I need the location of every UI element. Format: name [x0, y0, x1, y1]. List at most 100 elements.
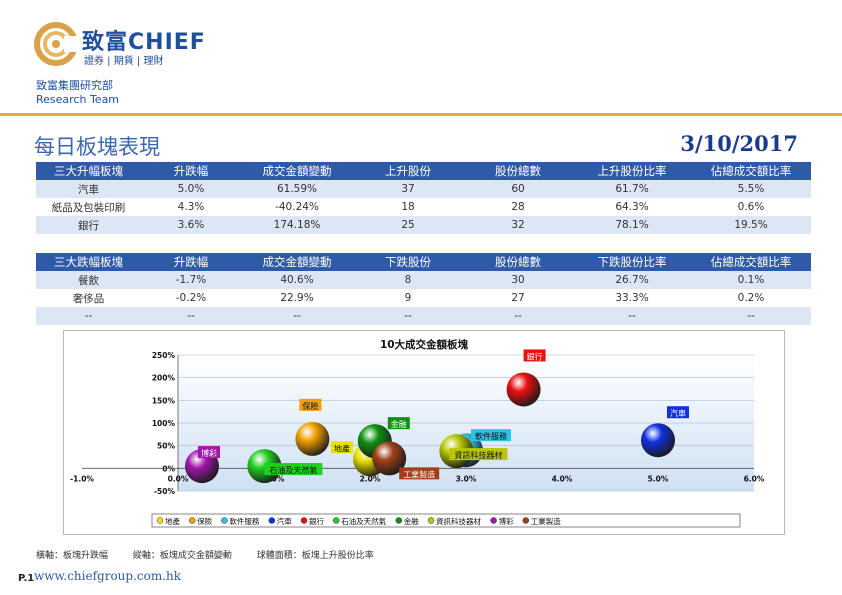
table-cell: 餐飲	[36, 271, 141, 289]
x-tick-label: 4.0%	[552, 474, 573, 483]
table-row: 奢侈品 -0.2% 22.9% 9 27 33.3% 0.2%	[36, 289, 811, 307]
table-cell: 60	[463, 180, 573, 198]
page-number: P.1	[18, 573, 35, 584]
table-header-row: 三大跌幅板塊 升跌幅 成交金額變動 下跌股份 股份總數 下跌股份比率 佔總成交額比率	[36, 253, 811, 271]
top-losers-table: 三大跌幅板塊 升跌幅 成交金額變動 下跌股份 股份總數 下跌股份比率 佔總成交額比率 餐飲 -…	[36, 253, 811, 325]
table-cell: 32	[463, 216, 573, 234]
table-cell: 18	[353, 198, 463, 216]
top-gainers-table: 三大升幅板塊 升跌幅 成交金額變動 上升股份 股份總數 上升股份比率 佔總成交額比率 汽車 5…	[36, 162, 811, 234]
bubble-label: 銀行	[527, 351, 543, 361]
dept-cn: 致富集團研究部	[36, 79, 113, 92]
column-header: 股份總數	[463, 253, 573, 271]
y-tick-label: 150%	[152, 396, 176, 405]
company-logo: 致富CHIEF 證券 | 期貨 | 理財	[34, 22, 234, 68]
table-cell: 紙品及包裝印刷	[36, 198, 141, 216]
legend-swatch	[490, 517, 497, 524]
table-cell: 78.1%	[573, 216, 691, 234]
table-cell: 8	[353, 271, 463, 289]
table-cell: 0.6%	[691, 198, 811, 216]
table-cell: --	[463, 307, 573, 325]
chart-title: 10大成交金額板塊	[380, 338, 469, 351]
bubble-label-bg	[399, 467, 440, 480]
x-axis-note: 橫軸：板塊升跌幅	[36, 551, 109, 561]
column-header: 三大跌幅板塊	[36, 253, 141, 271]
report-date: 3/10/2017	[680, 131, 798, 156]
bubble-label: 資訊科技器材	[454, 450, 502, 460]
legend-swatch	[156, 517, 164, 524]
table-cell: 27	[463, 289, 573, 307]
table-cell: --	[353, 307, 463, 325]
bubble-1	[295, 421, 330, 456]
bubble-label: 工業製造	[403, 469, 435, 479]
column-header: 上升股份比率	[573, 162, 691, 180]
table-cell: 30	[463, 271, 573, 289]
table-cell: 奢侈品	[36, 289, 141, 307]
column-header: 成交金額變動	[241, 253, 353, 271]
bubble-label-bg	[667, 406, 689, 419]
legend-item: 汽車	[277, 516, 292, 526]
table-cell: --	[691, 307, 811, 325]
table-cell: -40.24%	[241, 198, 353, 216]
column-header: 佔總成交額比率	[691, 162, 811, 180]
table-cell: 37	[353, 180, 463, 198]
table-cell: 汽車	[36, 180, 141, 198]
y-tick-label: 0%	[162, 464, 175, 473]
table-cell: 174.18%	[241, 216, 353, 234]
table-cell: -1.7%	[141, 271, 241, 289]
bubble-label-bg	[198, 446, 220, 459]
bubble-label: 地產	[334, 443, 350, 453]
legend-swatch	[332, 517, 340, 524]
bubble-label: 汽車	[670, 408, 686, 418]
column-header: 三大升幅板塊	[36, 162, 141, 180]
brand-name: 致富CHIEF	[82, 30, 206, 55]
bubble-3	[641, 423, 675, 458]
bubble-9	[372, 441, 407, 476]
table-row: 餐飲 -1.7% 40.6% 8 30 26.7% 0.1%	[36, 271, 811, 289]
legend-item: 資訊科技器材	[436, 516, 481, 526]
website-link[interactable]: www.chiefgroup.com.hk	[34, 569, 182, 583]
table-cell: 64.3%	[573, 198, 691, 216]
column-header: 股份總數	[463, 162, 573, 180]
legend-swatch	[427, 517, 435, 524]
axes: -50%0%50%100%150%200%250%-1.0%0.0%1.0%2.…	[70, 351, 765, 496]
bubble-label: 保險	[302, 401, 318, 411]
page-title: 每日板塊表現	[34, 135, 160, 159]
bubble-label-bg	[449, 448, 508, 461]
bubble-label: 金融	[391, 419, 407, 429]
legend-swatch	[268, 517, 276, 524]
table-cell: 4.3%	[141, 198, 241, 216]
bubble-label-bg	[387, 417, 410, 430]
header-divider	[0, 113, 842, 116]
legend-swatch	[522, 517, 530, 524]
table-cell: 61.59%	[241, 180, 353, 198]
table-cell: 3.6%	[141, 216, 241, 234]
table-cell: 5.0%	[141, 180, 241, 198]
y-axis-note: 縱軸：板塊成交金額變動	[132, 551, 232, 561]
legend-box	[151, 513, 741, 528]
table-cell: 22.9%	[241, 289, 353, 307]
table-cell: --	[36, 307, 141, 325]
legend-item: 地產	[165, 516, 180, 526]
x-tick-label: -1.0%	[70, 474, 94, 483]
y-tick-label: 200%	[152, 374, 176, 383]
table-cell: 40.6%	[241, 271, 353, 289]
table-cell: --	[241, 307, 353, 325]
legend-item: 工業製造	[531, 516, 561, 526]
bubble-label-bg	[264, 463, 323, 476]
legend-item: 金融	[404, 516, 419, 526]
legend-item: 石油及天然氣	[341, 516, 386, 526]
table-row: 銀行 3.6% 174.18% 25 32 78.1% 19.5%	[36, 216, 811, 234]
table-cell: 28	[463, 198, 573, 216]
table-cell: -0.2%	[141, 289, 241, 307]
table-cell: 33.3%	[573, 289, 691, 307]
brand-subtitle: 證券 | 期貨 | 理財	[84, 56, 164, 67]
column-header: 成交金額變動	[241, 162, 353, 180]
legend-swatch	[300, 517, 308, 524]
y-tick-label: 50%	[157, 442, 175, 451]
x-tick-label: 5.0%	[648, 474, 669, 483]
x-tick-label: 3.0%	[456, 474, 477, 483]
bubble-label-bg	[523, 349, 546, 362]
legend-swatch	[188, 517, 196, 524]
table-cell: 銀行	[36, 216, 141, 234]
